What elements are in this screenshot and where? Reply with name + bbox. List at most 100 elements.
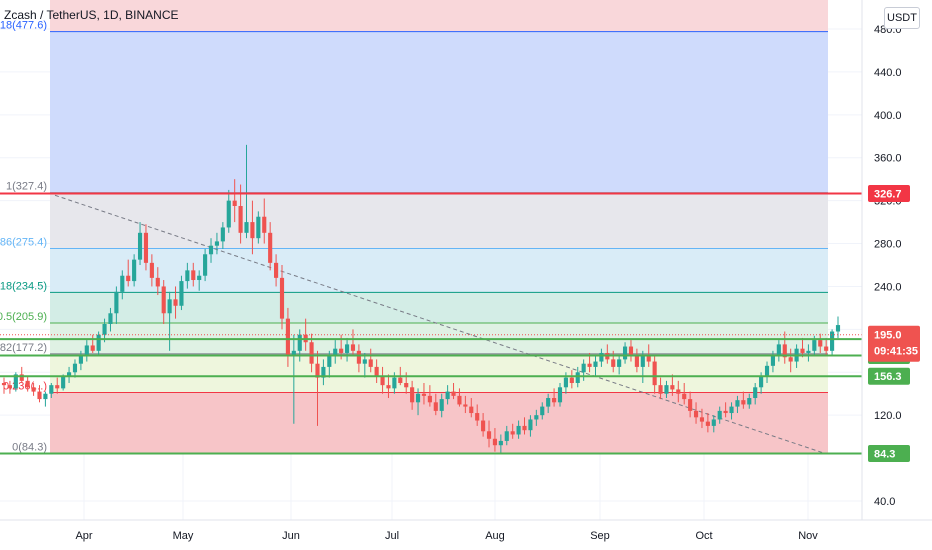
candle-body [427, 395, 432, 403]
candle-body [96, 334, 101, 351]
candle-body [161, 286, 166, 314]
candle-body [268, 232, 273, 263]
candle-body [137, 232, 143, 260]
candle-body [628, 346, 634, 357]
candle-body [617, 359, 622, 367]
candle-body [362, 359, 367, 364]
candle-body [90, 345, 95, 351]
fibonacci-zones [50, 0, 828, 454]
fibonacci-lines [50, 31, 828, 454]
time-axis-bg[interactable] [0, 520, 932, 550]
candle-body [705, 421, 710, 426]
candle-body [540, 406, 545, 416]
trend-line-dashed [54, 194, 827, 455]
y-tick-label: 360.0 [874, 153, 902, 165]
x-tick-label: Sep [590, 530, 610, 542]
candle-body [735, 400, 740, 407]
symbol-title[interactable]: Zcash / TetherUS, 1D, BINANCE [4, 8, 179, 22]
candle-body [208, 245, 214, 255]
candle-body [788, 357, 793, 362]
candle-body [13, 374, 18, 389]
candle-body [297, 334, 302, 351]
candle-body [711, 419, 716, 426]
candle-body [279, 277, 285, 319]
candle-body [522, 425, 527, 431]
time-axis-labels: Apr May Jun Jul Aug Sep Oct Nov [75, 530, 818, 542]
candle-body [717, 410, 722, 420]
candle-body [475, 413, 480, 421]
candle-body [203, 254, 208, 276]
candle-body [800, 348, 805, 353]
fib-zone [50, 353, 828, 393]
candle-body [61, 376, 66, 389]
candle-body [806, 350, 811, 353]
fib-level-label: 0.382(177.2) [0, 342, 47, 354]
candle-body [640, 356, 645, 367]
candle-body [84, 345, 89, 357]
candle-body [457, 395, 462, 405]
candle-body [31, 387, 36, 392]
candle-body [463, 404, 468, 407]
candle-body [356, 350, 361, 364]
candle-body [445, 391, 450, 400]
candle-body [350, 344, 356, 351]
price-tag-text: 84.3 [874, 448, 895, 460]
candle-body [622, 346, 628, 360]
candle-body [658, 385, 663, 394]
candle-body [830, 331, 835, 351]
candle-body [66, 372, 72, 377]
candle-body [398, 377, 403, 383]
candle-body [563, 377, 568, 388]
candle-body [824, 346, 829, 351]
horizontal-lines[interactable] [0, 192, 862, 455]
candle-body [285, 318, 290, 357]
candle-body [232, 200, 237, 206]
candle-body [143, 232, 149, 263]
candle-body [250, 222, 255, 239]
candle-body [55, 385, 60, 389]
y-tick-label: 120.0 [874, 410, 902, 422]
candle-body [676, 389, 681, 394]
candle-body [49, 385, 54, 394]
candle-body [72, 363, 78, 373]
price-tag-bg [868, 184, 910, 202]
candle-body [546, 398, 551, 407]
candle-body [386, 385, 391, 389]
price-tag-bg [868, 444, 910, 462]
fib-zone [50, 31, 828, 193]
candle-body [244, 222, 249, 233]
candle-body [782, 344, 787, 358]
candle-body [197, 275, 202, 281]
fib-level-label: 0.5(205.9) [0, 311, 47, 323]
y-tick-label: 440.0 [874, 67, 902, 79]
candle-body [835, 325, 841, 332]
candle-body [374, 366, 379, 377]
candle-body [19, 374, 24, 381]
candle-body [646, 356, 651, 362]
candle-body [581, 363, 586, 373]
candle-body [593, 361, 598, 367]
x-tick-label: May [173, 530, 194, 542]
candle-body [155, 277, 160, 287]
candle-body [688, 399, 693, 411]
candle-body [575, 372, 580, 383]
currency-button[interactable]: USDT [884, 7, 920, 29]
candle-body [699, 417, 705, 422]
candle-body [344, 344, 350, 353]
y-tick-label: 280.0 [874, 239, 902, 251]
candle-body [451, 391, 456, 396]
candle-body [339, 348, 344, 353]
y-tick-label: 240.0 [874, 281, 902, 293]
candle-body [723, 410, 728, 414]
price-axis-bg[interactable] [862, 0, 932, 520]
fib-level-label: 0.786(275.4) [0, 236, 47, 248]
fib-zone [50, 192, 828, 249]
x-tick-label: Aug [485, 530, 505, 542]
trend-line[interactable] [54, 194, 827, 455]
candle-body [469, 406, 474, 414]
x-tick-label: Jul [385, 530, 399, 542]
candle-body [528, 419, 533, 431]
candle-body [173, 299, 178, 306]
fib-level-label: 0(84.3) [12, 441, 47, 453]
